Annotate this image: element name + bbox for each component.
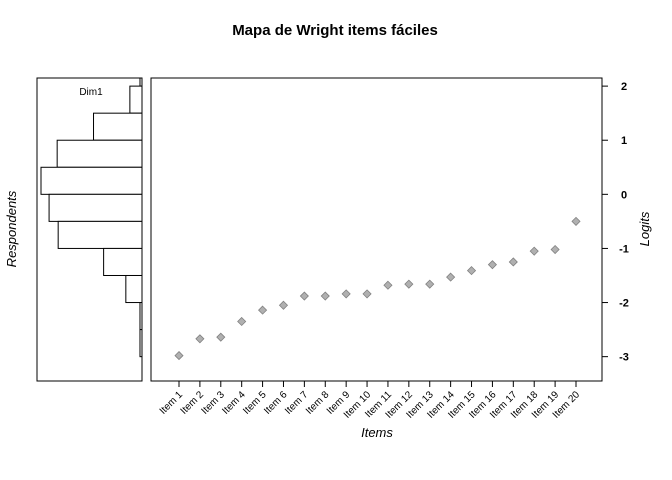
y-tick-label: 1 — [621, 135, 627, 147]
item-point — [446, 272, 456, 282]
histogram-bar — [139, 77, 143, 87]
histogram-bar — [139, 302, 143, 331]
item-point — [258, 305, 268, 315]
item-point — [278, 300, 289, 310]
histogram-bar — [103, 247, 143, 276]
histogram-bar — [125, 274, 143, 304]
histogram-label: Dim1 — [79, 87, 103, 98]
histogram-bars — [40, 77, 143, 358]
histogram-bar — [56, 139, 143, 168]
item-point — [299, 291, 309, 301]
item-point — [174, 351, 184, 361]
histogram-bar — [57, 220, 143, 249]
item-point — [487, 260, 497, 270]
right-axis-title: Logits — [637, 211, 652, 246]
item-point — [508, 257, 518, 267]
item-point — [571, 216, 581, 226]
item-point — [425, 279, 435, 289]
y-tick-label: 0 — [621, 189, 627, 201]
histogram-bar — [40, 166, 143, 195]
item-points — [174, 216, 581, 361]
item-point — [383, 280, 393, 290]
item-point — [529, 246, 539, 256]
item-point — [195, 334, 205, 344]
histogram-bar — [129, 85, 143, 114]
chart-title: Mapa de Wright items fáciles — [232, 22, 438, 39]
histogram-bar — [93, 112, 143, 141]
item-point — [237, 316, 247, 327]
y-tick-label: -2 — [619, 298, 629, 310]
item-point — [404, 279, 414, 289]
item-point — [320, 291, 330, 301]
histogram-bar — [139, 329, 143, 358]
item-point — [550, 244, 560, 255]
histogram-bar — [48, 193, 143, 222]
item-point — [362, 289, 372, 299]
y-tick-label: -1 — [619, 243, 629, 255]
item-point — [341, 289, 351, 299]
y-axis: 2 1 0 -1 -2 -3 — [601, 81, 629, 364]
left-axis-title: Respondents — [4, 190, 19, 267]
item-point — [466, 266, 477, 276]
item-point — [216, 332, 226, 342]
x-axis-title: Items — [361, 425, 393, 440]
y-tick-label: 2 — [621, 81, 627, 93]
y-tick-label: -3 — [619, 352, 629, 364]
